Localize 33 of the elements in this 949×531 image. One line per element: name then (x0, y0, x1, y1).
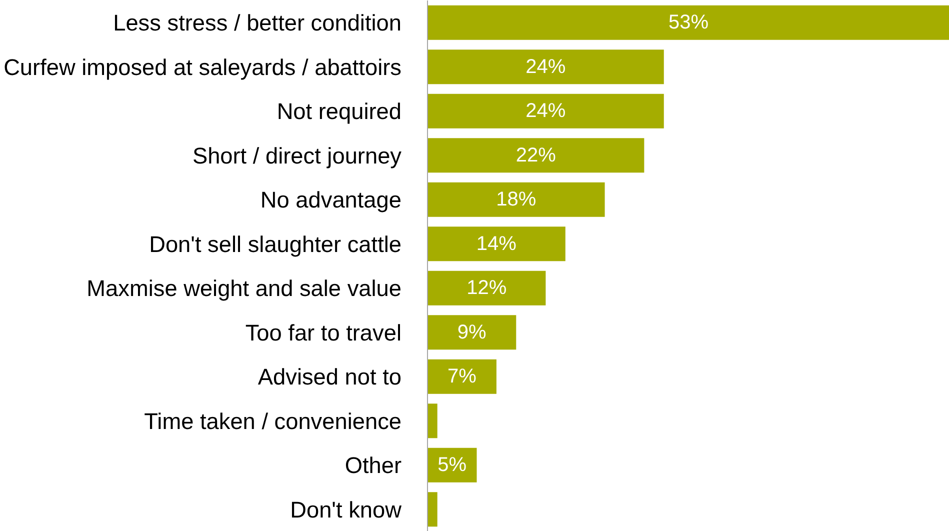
y-tick-label: Don't sell slaughter cattle (149, 230, 402, 257)
bar (428, 182, 605, 217)
data-label: 53% (668, 12, 709, 34)
y-tick-label: Maxmise weight and sale value (86, 275, 402, 302)
y-tick-label: Time taken / convenience (144, 408, 402, 434)
y-tick-label: Other (344, 452, 402, 478)
data-label: 5% (438, 454, 467, 476)
bar (428, 94, 664, 128)
y-tick-label: Short / direct journey (192, 142, 402, 168)
data-label: 12% (466, 277, 507, 300)
y-tick-label: Less stress / better condition (113, 10, 402, 36)
y-tick-label: Don't know (290, 496, 402, 522)
bar (428, 270, 546, 306)
y-tick-label: Advised not to (258, 364, 402, 390)
bar (428, 50, 664, 84)
data-label: 22% (516, 144, 556, 166)
data-label: 18% (496, 188, 536, 211)
data-label: 24% (526, 100, 566, 122)
y-tick-label: Curfew imposed at saleyards / abattoirs (4, 54, 402, 80)
data-label: 24% (526, 56, 566, 78)
y-tick-label: Not required (276, 98, 402, 124)
bar (428, 315, 516, 350)
bar (428, 359, 496, 394)
data-label: 7% (448, 366, 477, 388)
data-label: 14% (476, 232, 517, 255)
data-label: 9% (457, 321, 486, 344)
bar (428, 226, 566, 262)
bar (428, 138, 644, 173)
bar (428, 492, 438, 527)
y-tick-label: Too far to travel (245, 319, 402, 346)
bar (428, 5, 949, 40)
bar (428, 404, 438, 438)
y-tick-label: No advantage (260, 186, 402, 213)
